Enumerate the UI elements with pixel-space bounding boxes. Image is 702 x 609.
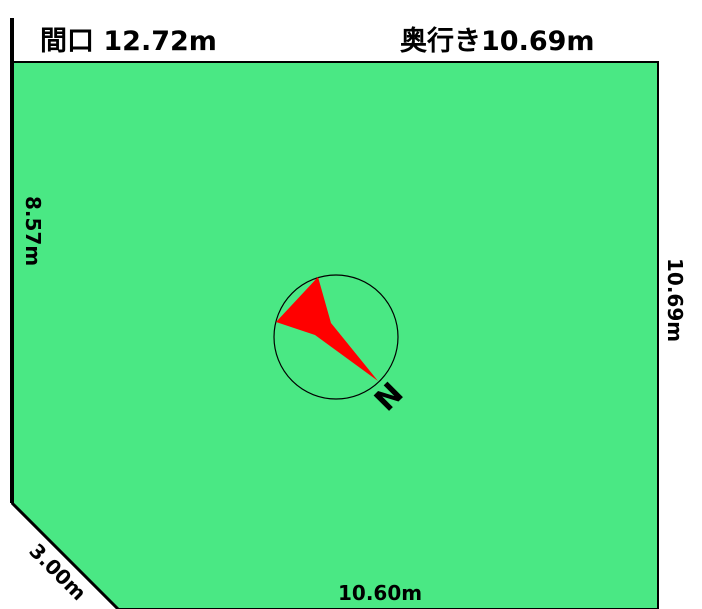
corner-cut-line — [10, 501, 120, 609]
bottom-side-dimension: 10.60m — [338, 581, 422, 605]
frontage-label: 間口 12.72m — [40, 26, 217, 57]
depth-label: 奥行き10.69m — [400, 25, 595, 57]
right-side-dimension: 10.69m — [663, 258, 687, 342]
compass-ring — [273, 274, 399, 400]
north-arrow-icon — [276, 277, 378, 381]
left-side-dimension: 8.57m — [21, 196, 45, 266]
